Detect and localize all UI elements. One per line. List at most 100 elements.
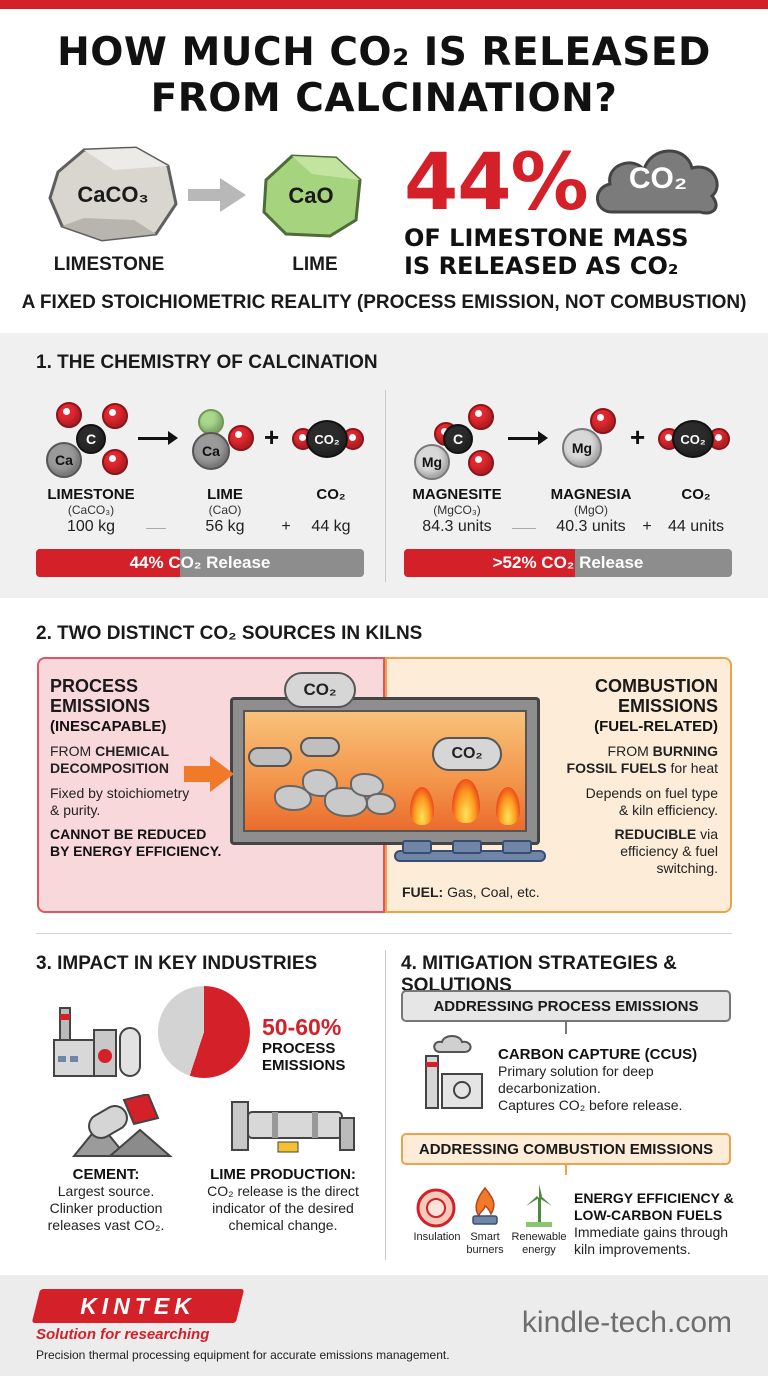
burner-icon bbox=[402, 840, 432, 854]
oxygen-atom bbox=[468, 404, 494, 430]
combustion-title-line2: EMISSIONS bbox=[617, 696, 718, 716]
oxygen-atom bbox=[468, 450, 494, 476]
rock-icon bbox=[274, 785, 312, 811]
renewable-label-line1: Renewable bbox=[511, 1231, 567, 1243]
co2-units: 44 units bbox=[667, 518, 725, 535]
process-inescapable: (INESCAPABLE) bbox=[50, 718, 167, 735]
reducible-rest: via bbox=[696, 826, 718, 842]
page-title: HOW MUCH CO₂ IS RELEASED FROM CALCINATIO… bbox=[20, 30, 748, 122]
oxygen-atom bbox=[102, 449, 128, 475]
lime-label: LIME bbox=[292, 254, 338, 275]
renewable-label-line2: energy bbox=[522, 1244, 556, 1256]
footer-tagline: Solution for researching bbox=[36, 1326, 210, 1343]
flame-icon bbox=[496, 787, 520, 825]
rotary-kiln-icon bbox=[231, 1101, 355, 1153]
cement-text: CEMENT: Largest source. Clinker producti… bbox=[36, 1166, 176, 1234]
reducible-line3: switching. bbox=[656, 860, 718, 876]
combustion-from-prefix: FROM bbox=[607, 743, 653, 759]
co2-molecule: CO₂ bbox=[306, 420, 348, 458]
combustion-depends-line1: Depends on fuel type bbox=[585, 785, 718, 801]
combustion-from-bold1: BURNING bbox=[652, 743, 718, 759]
energy-efficiency-text: ENERGY EFFICIENCY & LOW-CARBON FUELS Imm… bbox=[574, 1190, 734, 1258]
ccus-plant-icon bbox=[425, 1035, 483, 1109]
co2-name: CO₂ bbox=[316, 486, 346, 503]
industry-stat-value: 50-60% bbox=[262, 1014, 342, 1040]
ccus-line3: Captures CO₂ before release. bbox=[498, 1097, 683, 1113]
combustion-depends-line2: & kiln efficiency. bbox=[618, 802, 718, 818]
limestone-formula-small: (CaCO₃) bbox=[67, 503, 115, 517]
section-divider bbox=[385, 390, 386, 582]
reducible-bold: REDUCIBLE bbox=[614, 826, 697, 842]
rock-icon bbox=[302, 769, 338, 797]
process-from-bold2: DECOMPOSITION bbox=[50, 760, 170, 776]
plus-sign: + bbox=[264, 422, 280, 452]
burner-icon bbox=[502, 840, 532, 854]
smart-burner-icon bbox=[472, 1186, 498, 1225]
limestone-mass: 100 kg bbox=[66, 518, 116, 535]
lime-mass: 56 kg bbox=[205, 518, 245, 535]
wind-turbine-icon bbox=[526, 1184, 552, 1227]
ccus-title: CARBON CAPTURE (CCUS) bbox=[498, 1046, 698, 1063]
magnesia-mass: 40.3 units bbox=[556, 518, 626, 535]
limestone-formula: CaCO₃ bbox=[77, 182, 149, 207]
combustion-emissions-box: ADDRESSING COMBUSTION EMISSIONS bbox=[401, 1133, 731, 1165]
magnesite-mass: 84.3 units bbox=[422, 518, 492, 535]
fuel-label: FUEL: Gas, Coal, etc. bbox=[402, 884, 540, 901]
industry-stat-line1: PROCESS bbox=[262, 1040, 336, 1057]
smoke-icon bbox=[248, 747, 292, 767]
section-divider bbox=[385, 950, 386, 1260]
industry-stat-line2: EMISSIONS bbox=[262, 1057, 346, 1074]
process-title-line2: EMISSIONS bbox=[50, 696, 151, 716]
reaction-arrow bbox=[508, 431, 548, 445]
cement-line1: Largest source. bbox=[57, 1183, 155, 1199]
combustion-from-suffix: for heat bbox=[666, 760, 719, 776]
reaction-arrow bbox=[138, 431, 178, 445]
factory-icon bbox=[53, 1007, 141, 1077]
energy-efficiency-line1: Immediate gains through bbox=[574, 1224, 729, 1240]
chemistry-heading: 1. THE CHEMISTRY OF CALCINATION bbox=[36, 352, 378, 373]
percent-value: 44% bbox=[404, 138, 589, 228]
lime-formula-small: (CaO) bbox=[208, 503, 242, 517]
process-emissions-box: ADDRESSING PROCESS EMISSIONS bbox=[401, 990, 731, 1022]
co2-mass: 44 kg bbox=[311, 518, 351, 535]
smart-burner-label-line1: Smart bbox=[470, 1231, 500, 1243]
magnesia-formula-small: (MgO) bbox=[574, 503, 608, 517]
combustion-title: COMBUSTION EMISSIONS bbox=[520, 676, 718, 716]
cement-title: CEMENT: bbox=[72, 1166, 140, 1183]
process-title: PROCESS EMISSIONS bbox=[50, 676, 150, 716]
process-cannot-line1: CANNOT BE REDUCED bbox=[50, 826, 207, 842]
process-cannot: CANNOT BE REDUCED BY ENERGY EFFICIENCY. bbox=[50, 826, 221, 860]
heat-arrow-icon bbox=[184, 756, 234, 792]
title-line-2: FROM CALCINATION? bbox=[150, 76, 618, 121]
lime-production-line2: indicator of the desired bbox=[212, 1200, 354, 1216]
carbon-atom: C bbox=[76, 424, 106, 454]
oxygen-atom bbox=[102, 403, 128, 429]
industries-heading: 3. IMPACT IN KEY INDUSTRIES bbox=[36, 953, 318, 974]
flame-icon bbox=[410, 787, 434, 825]
combustion-reducible: REDUCIBLE via efficiency & fuel switchin… bbox=[560, 826, 718, 877]
top-accent-bar bbox=[0, 0, 768, 9]
mass-arrow bbox=[146, 528, 166, 529]
fuel-bold: FUEL: bbox=[402, 884, 444, 900]
combustion-from: FROM BURNING FOSSIL FUELS for heat bbox=[560, 743, 718, 777]
co2-release-bar-limestone: 44% CO₂ Release bbox=[36, 549, 364, 577]
process-from: FROM CHEMICAL DECOMPOSITION bbox=[50, 743, 169, 777]
process-cannot-line2: BY ENERGY EFFICIENCY. bbox=[50, 843, 222, 859]
footer-description: Precision thermal processing equipment f… bbox=[36, 1348, 450, 1362]
lime-formula: CaO bbox=[288, 183, 334, 208]
hero-line-1: OF LIMESTONE MASS bbox=[404, 224, 689, 252]
co2-cloud-inner: CO₂ bbox=[432, 737, 502, 771]
reducible-line2: efficiency & fuel bbox=[620, 843, 718, 859]
cement-line2: Clinker production bbox=[49, 1200, 163, 1216]
rock-icon bbox=[366, 793, 396, 815]
magnesium-atom: Mg bbox=[562, 428, 602, 468]
co2-name: CO₂ bbox=[681, 486, 711, 503]
website-link[interactable]: kindle-tech.com bbox=[521, 1306, 732, 1339]
co2-release-fill bbox=[404, 549, 575, 577]
lime-production-line1: CO₂ release is the direct bbox=[207, 1183, 359, 1199]
process-from-prefix: FROM bbox=[50, 743, 96, 759]
plus-sign-small: + bbox=[281, 518, 291, 535]
process-fixed-line1: Fixed by stoichiometry bbox=[50, 785, 190, 801]
co2-release-fill bbox=[36, 549, 181, 577]
co2-cloud-top: CO₂ bbox=[284, 672, 356, 708]
